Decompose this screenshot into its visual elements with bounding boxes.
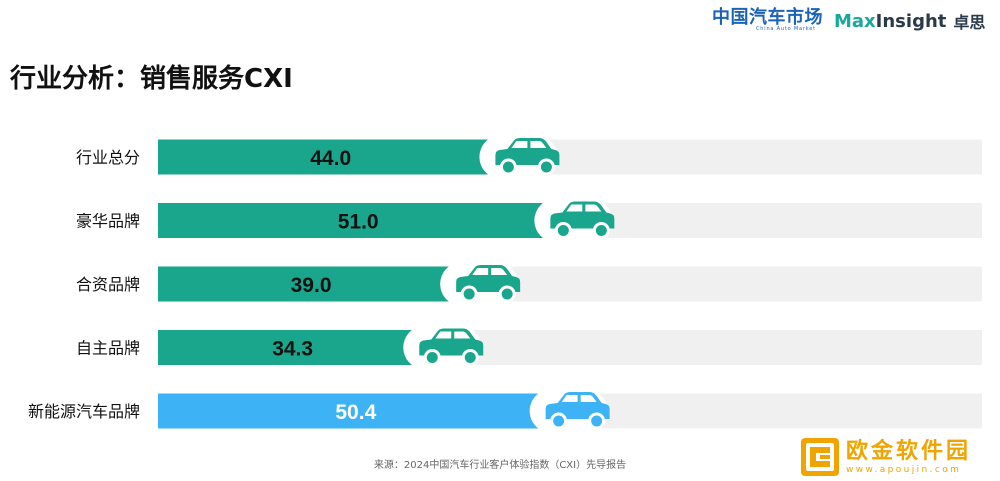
maxinsight-logo-cn: 卓思 bbox=[953, 13, 986, 32]
category-label: 新能源汽车品牌 bbox=[28, 402, 140, 421]
bar bbox=[158, 266, 465, 302]
car-icon-wheel-front bbox=[550, 412, 568, 430]
car-icon-window-front bbox=[561, 395, 578, 402]
category-label: 豪华品牌 bbox=[76, 212, 140, 231]
car-icon bbox=[529, 389, 610, 433]
car-icon-wheel-rear bbox=[461, 349, 479, 366]
category-label: 自主品牌 bbox=[76, 339, 140, 358]
car-icon-window-front bbox=[511, 141, 528, 148]
chart-row: 自主品牌 34.3 bbox=[76, 325, 982, 370]
bar bbox=[158, 393, 554, 429]
china-auto-market-logo-text: 中国汽车市场 bbox=[712, 6, 823, 28]
maxinsight-logo-max: Max bbox=[834, 10, 876, 32]
category-label: 行业总分 bbox=[76, 148, 140, 167]
maxinsight-logo: Max Insight 卓思 bbox=[834, 10, 986, 33]
car-icon bbox=[440, 262, 521, 306]
car-icon-wheel-front bbox=[460, 285, 478, 303]
chart-row: 行业总分 44.0 bbox=[76, 135, 982, 179]
car-icon-window-front bbox=[566, 204, 583, 212]
bar bbox=[158, 330, 428, 365]
car-icon-wheel-front bbox=[499, 158, 517, 176]
chart-row: 新能源汽车品牌 50.4 bbox=[28, 389, 982, 433]
car-icon bbox=[534, 198, 615, 243]
category-label: 合资品牌 bbox=[76, 275, 140, 294]
car-icon-window-front bbox=[472, 268, 489, 275]
china-auto-market-logo-subtext: China Auto Market bbox=[756, 25, 816, 32]
car-icon-window-rear bbox=[580, 395, 597, 402]
watermark-title: 欧金软件园 bbox=[846, 438, 972, 464]
bar bbox=[158, 139, 504, 175]
value-label: 44.0 bbox=[310, 147, 351, 170]
watermark: 欧金软件园 www.apoujin.com bbox=[800, 437, 992, 477]
car-icon-wheel-front bbox=[554, 222, 572, 239]
china-auto-market-logo: 中国汽车市场 China Auto Market bbox=[712, 8, 823, 32]
car-icon-wheel-rear bbox=[588, 412, 606, 430]
watermark-url: www.apoujin.com bbox=[846, 464, 962, 475]
chart-row: 合资品牌 39.0 bbox=[76, 262, 982, 306]
car-icon-wheel-rear bbox=[592, 222, 610, 239]
value-label: 50.4 bbox=[335, 401, 376, 424]
maxinsight-logo-insight: Insight bbox=[875, 10, 947, 32]
bar bbox=[158, 203, 559, 238]
car-icon-window-rear bbox=[585, 204, 602, 212]
car-icon bbox=[479, 135, 560, 179]
page-title: 行业分析：销售服务CXI bbox=[10, 64, 293, 94]
source-note: 来源：2024中国汽车行业客户体验指数（CXI）先导报告 bbox=[373, 460, 627, 471]
value-label: 51.0 bbox=[338, 211, 379, 234]
car-icon-wheel-front bbox=[423, 349, 441, 366]
car-icon-window-front bbox=[435, 331, 452, 339]
car-icon-wheel-rear bbox=[498, 285, 516, 303]
car-icon-window-rear bbox=[530, 141, 547, 148]
car-icon-window-rear bbox=[454, 331, 471, 339]
watermark-logo-icon bbox=[801, 438, 839, 476]
value-label: 39.0 bbox=[291, 274, 332, 297]
chart-row: 豪华品牌 51.0 bbox=[76, 198, 982, 243]
car-icon bbox=[403, 325, 484, 370]
car-icon-wheel-rear bbox=[537, 158, 555, 176]
value-label: 34.3 bbox=[272, 338, 313, 361]
car-icon-window-rear bbox=[491, 268, 508, 275]
